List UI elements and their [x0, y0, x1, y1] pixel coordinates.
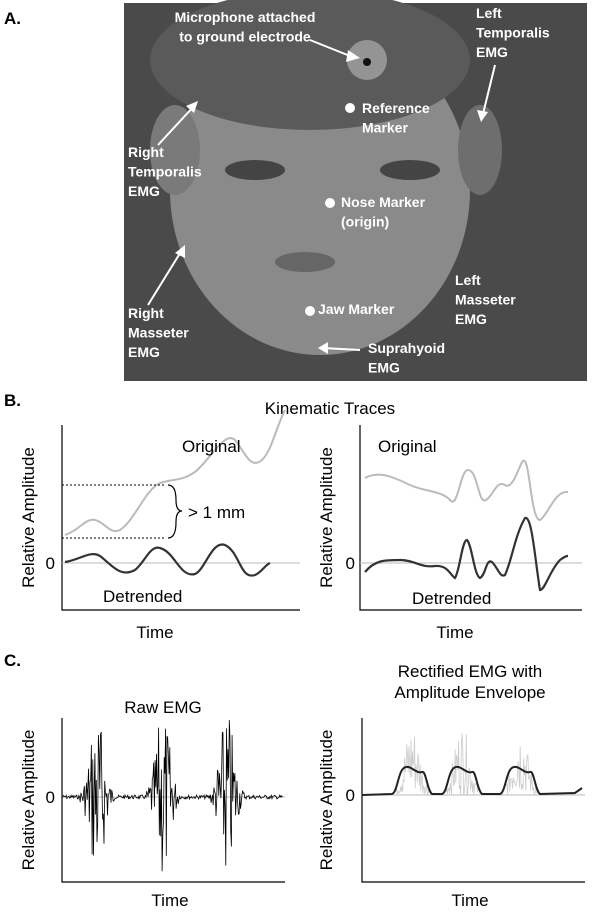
- detrended-trace: [364, 516, 569, 592]
- x-axis-label: Time: [136, 623, 173, 642]
- original-trace: [64, 409, 286, 536]
- trace-label: Detrended: [103, 587, 182, 606]
- photo-annotation: Jaw Marker: [318, 301, 395, 317]
- photo-annotation: Left: [455, 272, 481, 288]
- photo-annotation: Reference: [362, 100, 430, 116]
- panel-title: Kinematic Traces: [265, 399, 395, 418]
- x-axis-label: Time: [451, 891, 488, 910]
- guide-line: [62, 484, 165, 539]
- rectified-emg: [361, 733, 583, 796]
- zero-label: 0: [346, 786, 355, 805]
- photo-annotation: Microphone attached: [175, 9, 316, 25]
- y-axis-label: Relative Amplitude: [19, 730, 38, 871]
- axis: [61, 718, 285, 883]
- photo-annotation: (origin): [341, 214, 389, 230]
- photo-annotation: EMG: [476, 44, 508, 60]
- panel-label: C.: [4, 651, 21, 670]
- photo-annotation: Masseter: [455, 292, 516, 308]
- photo-annotation: Right: [128, 144, 164, 160]
- photo-annotation: EMG: [455, 311, 487, 327]
- plot-title: Amplitude Envelope: [394, 683, 545, 702]
- axis: [359, 425, 582, 611]
- x-axis-label: Time: [436, 623, 473, 642]
- trace-label: Detrended: [412, 589, 491, 608]
- photo-annotation: EMG: [128, 344, 160, 360]
- trace-label: Original: [182, 437, 241, 456]
- photo-annotation: Nose Marker: [341, 194, 426, 210]
- y-axis-label: Relative Amplitude: [19, 447, 38, 588]
- y-axis-label: Relative Amplitude: [317, 730, 336, 871]
- trace-label: Original: [378, 437, 437, 456]
- plot-title: Rectified EMG with: [398, 662, 543, 681]
- photo-annotation: Left: [476, 5, 502, 21]
- plot-title: Raw EMG: [124, 698, 201, 717]
- x-axis-label: Time: [151, 891, 188, 910]
- detrended-trace: [64, 543, 271, 577]
- photo-annotation: Marker: [362, 120, 408, 136]
- photo-annotation: Masseter: [128, 325, 189, 341]
- photo-annotation: to ground electrode: [179, 29, 311, 45]
- bracket: [167, 484, 183, 539]
- panel-label: B.: [4, 391, 21, 410]
- photo: [124, 0, 587, 381]
- photo-annotation: Suprahyoid: [368, 340, 445, 356]
- axis: [361, 718, 585, 883]
- original-trace: [364, 459, 569, 522]
- photo-annotation: Temporalis: [128, 164, 202, 180]
- photo-annotation: Temporalis: [476, 25, 550, 41]
- photo-annotation: EMG: [368, 360, 400, 376]
- axis: [61, 425, 300, 611]
- amplitude-envelope: [361, 765, 583, 796]
- panel-label: A.: [4, 9, 21, 28]
- zero-label: 0: [46, 554, 55, 573]
- zero-label: 0: [46, 788, 55, 807]
- raw-emg: [61, 720, 283, 872]
- bracket-label: > 1 mm: [188, 503, 245, 522]
- photo-annotation: Right: [128, 305, 164, 321]
- zero-label: 0: [346, 554, 355, 573]
- photo-annotation: EMG: [128, 183, 160, 199]
- y-axis-label: Relative Amplitude: [317, 447, 336, 588]
